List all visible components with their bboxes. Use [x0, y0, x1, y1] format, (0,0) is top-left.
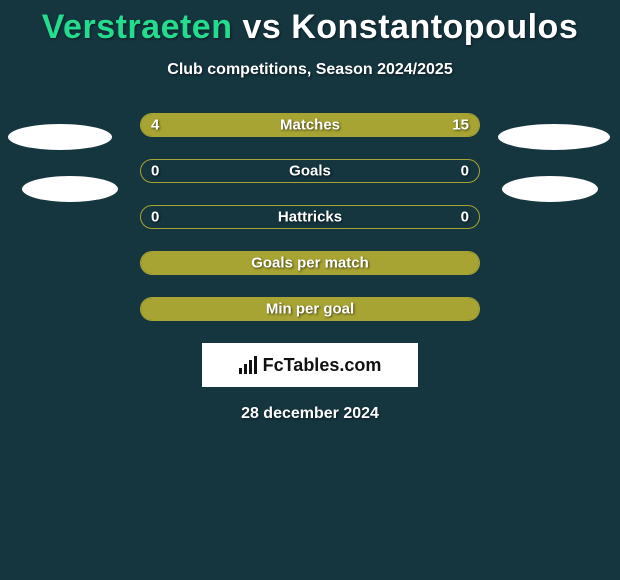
- stat-label: Hattricks: [278, 209, 342, 226]
- bar-right-fill: [212, 114, 479, 136]
- stat-bar: Hattricks 0 0: [140, 205, 480, 229]
- stat-bar: Min per goal: [140, 297, 480, 321]
- stat-row: Min per goal: [0, 297, 620, 321]
- subtitle: Club competitions, Season 2024/2025: [0, 61, 620, 79]
- title-player1: Verstraeten: [42, 8, 233, 46]
- stat-row: Goals per match: [0, 251, 620, 275]
- title-player2: Konstantopoulos: [291, 8, 578, 46]
- decorative-ellipse: [8, 124, 112, 150]
- logo-box: FcTables.com: [202, 343, 418, 387]
- stat-bar: Matches 4 15: [140, 113, 480, 137]
- stat-label: Goals per match: [251, 255, 369, 272]
- stat-bar: Goals per match: [140, 251, 480, 275]
- stat-bar: Goals 0 0: [140, 159, 480, 183]
- stat-value-right: 0: [461, 209, 469, 226]
- stat-value-right: 15: [452, 117, 469, 134]
- title-vs: vs: [242, 8, 281, 46]
- logo-text: FcTables.com: [263, 355, 382, 376]
- stat-value-right: 0: [461, 163, 469, 180]
- date-text: 28 december 2024: [0, 405, 620, 423]
- decorative-ellipse: [498, 124, 610, 150]
- stat-value-left: 4: [151, 117, 159, 134]
- decorative-ellipse: [22, 176, 118, 202]
- page-title: Verstraeten vs Konstantopoulos: [0, 0, 620, 47]
- stat-value-left: 0: [151, 163, 159, 180]
- stat-label: Matches: [280, 117, 340, 134]
- chart-icon: [239, 356, 257, 374]
- stat-value-left: 0: [151, 209, 159, 226]
- stat-label: Goals: [289, 163, 331, 180]
- stat-label: Min per goal: [266, 301, 354, 318]
- stat-row: Hattricks 0 0: [0, 205, 620, 229]
- logo: FcTables.com: [239, 355, 382, 376]
- decorative-ellipse: [502, 176, 598, 202]
